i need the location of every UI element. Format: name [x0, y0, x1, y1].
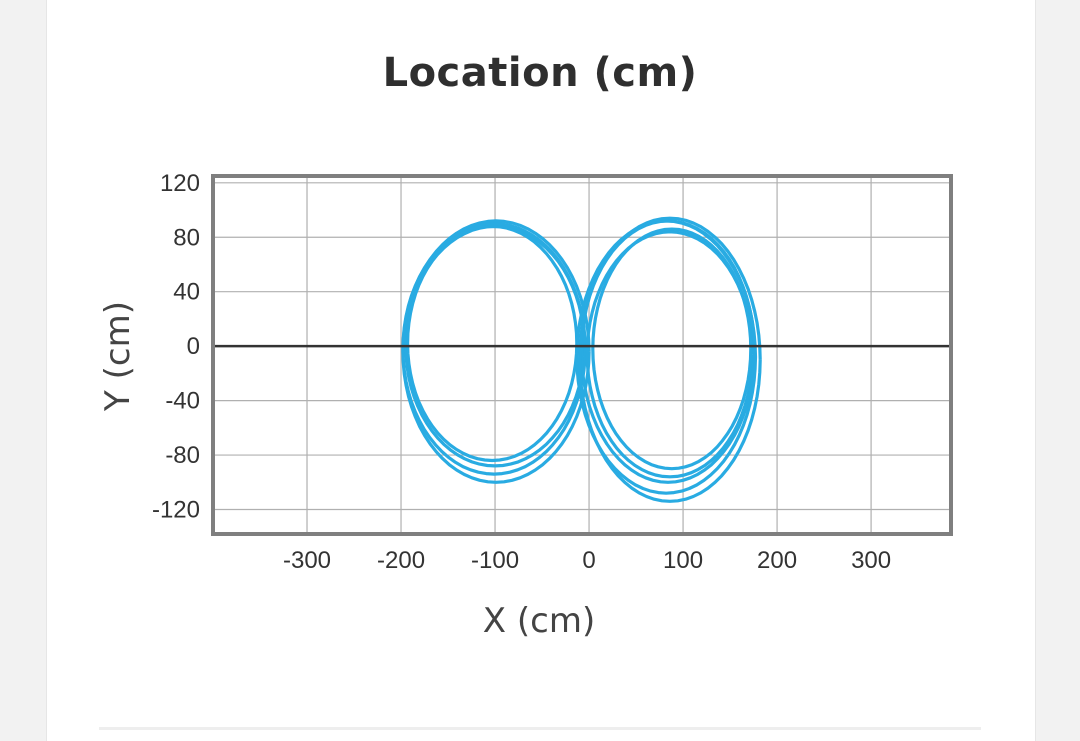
y-tick-label: -120	[152, 496, 200, 523]
y-tick-label: 120	[160, 170, 200, 197]
x-tick-label: -300	[283, 547, 331, 574]
y-tick-label: 0	[187, 333, 200, 360]
x-tick-label: -100	[471, 547, 519, 574]
x-tick-label: 300	[851, 547, 891, 574]
chart-title: Location (cm)	[382, 50, 698, 96]
series-trajectory	[401, 216, 762, 503]
x-tick-label: 0	[582, 547, 595, 574]
divider	[99, 727, 981, 730]
x-tick-label: -200	[377, 547, 425, 574]
tick-labels: -300 -200 -100 0 100 200 300 120 80 40 0 -40 -80 -120	[152, 170, 891, 574]
y-tick-label: -80	[165, 442, 200, 469]
y-axis-label: Y (cm)	[98, 301, 138, 412]
y-tick-label: -40	[165, 388, 200, 415]
trajectory-loop	[575, 219, 758, 495]
x-axis-label: X (cm)	[483, 601, 595, 641]
y-tick-label: 40	[173, 279, 200, 306]
plot-border	[211, 174, 953, 536]
trajectory-loop	[401, 219, 591, 484]
trajectory-loop	[591, 227, 753, 471]
plot-frame	[211, 174, 953, 536]
trajectory-loop	[577, 216, 762, 503]
x-tick-label: 100	[663, 547, 703, 574]
trajectory-loop	[585, 230, 755, 479]
trajectory-loop	[406, 224, 579, 463]
x-tick-label: 200	[757, 547, 797, 574]
y-tick-label: 80	[173, 224, 200, 251]
